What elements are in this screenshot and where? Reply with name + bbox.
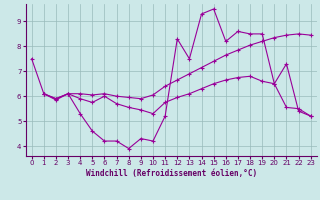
X-axis label: Windchill (Refroidissement éolien,°C): Windchill (Refroidissement éolien,°C) bbox=[86, 169, 257, 178]
